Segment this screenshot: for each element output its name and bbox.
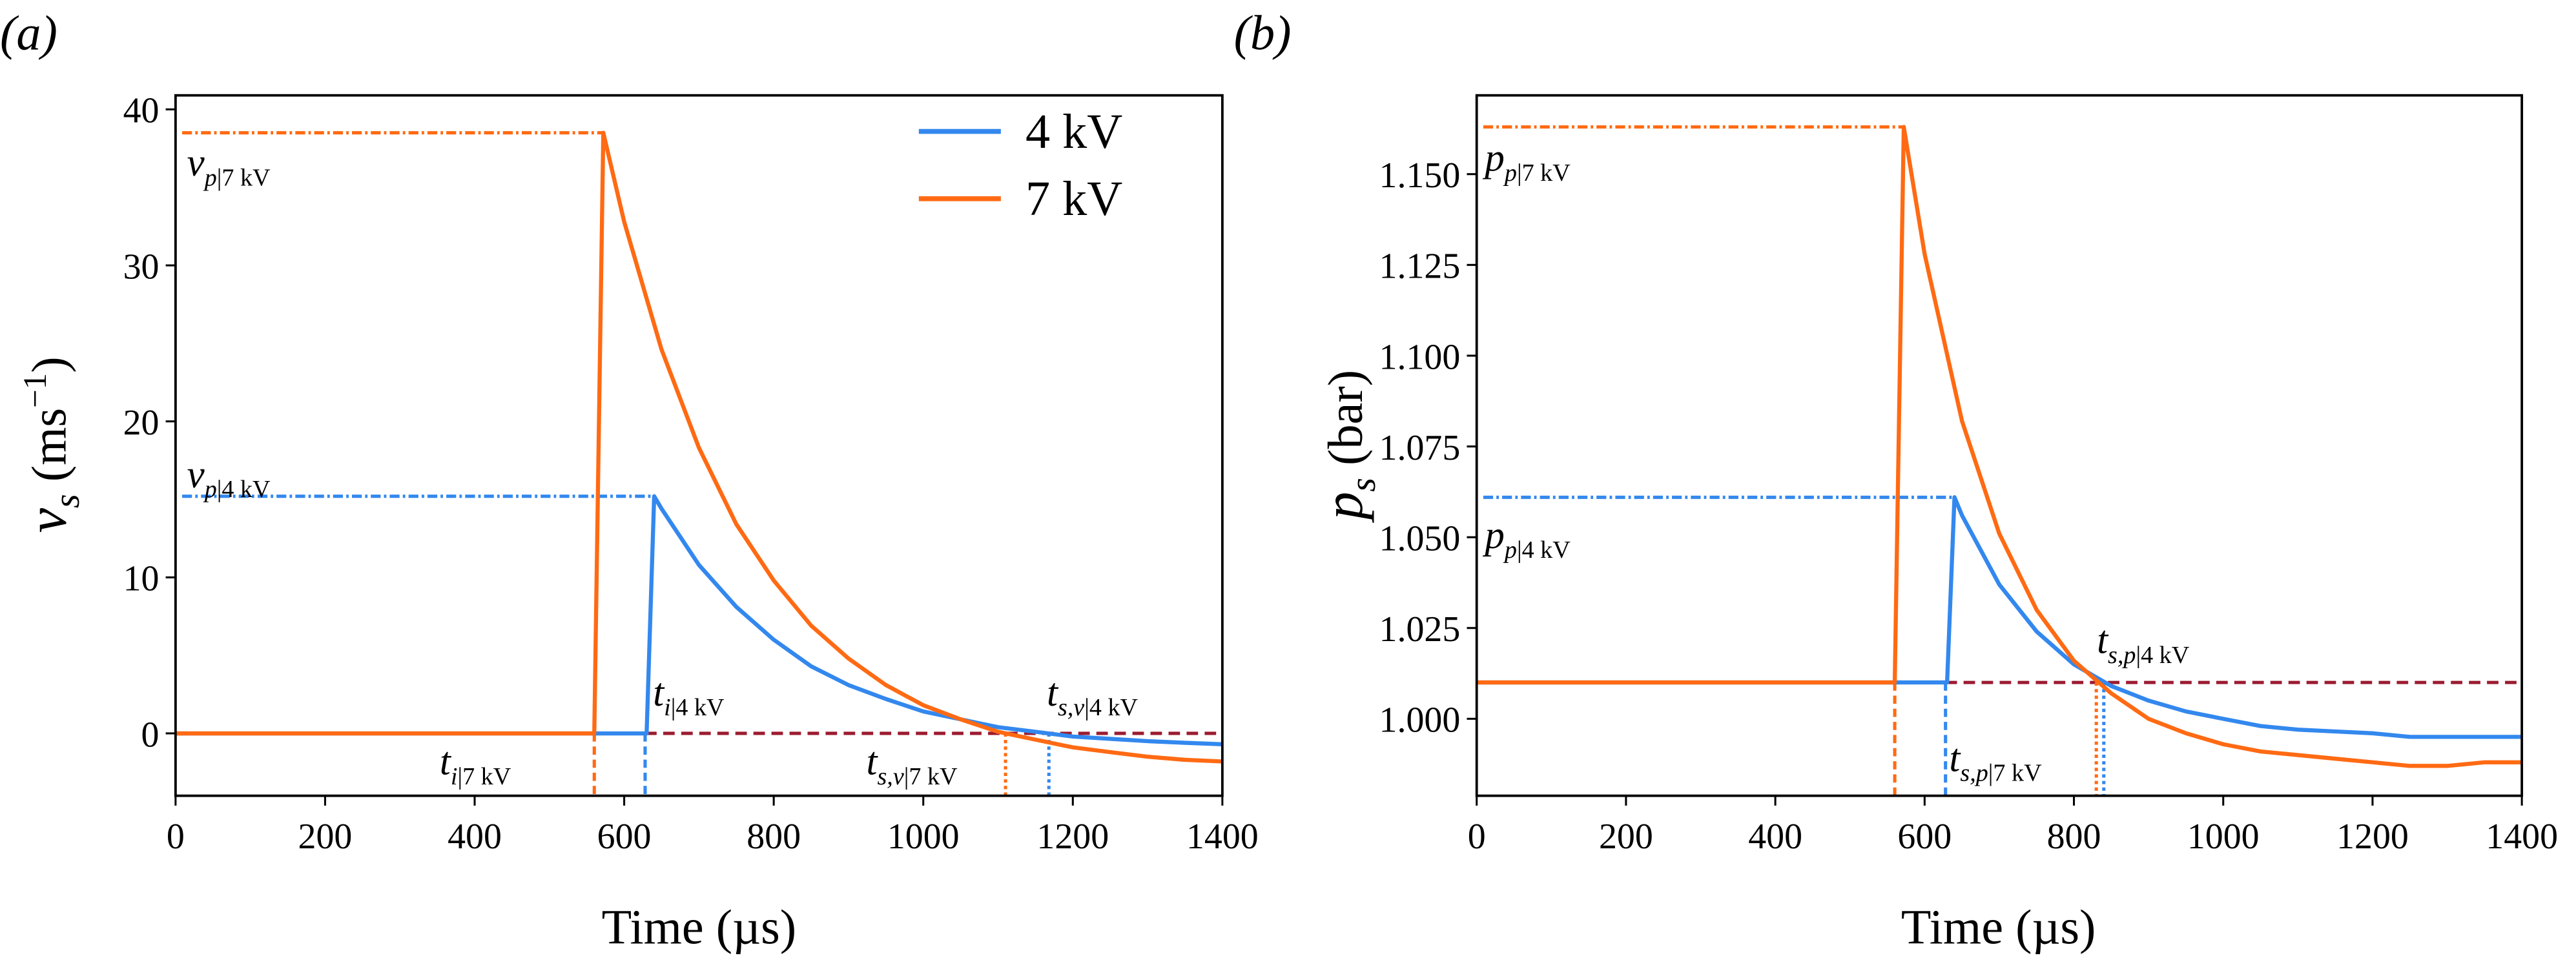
panel-b-ytick-label: 1.050 xyxy=(1379,518,1461,558)
panel-a-xlabel: Time (µs) xyxy=(602,900,797,954)
panel-a-ylabel: vs (ms−1) xyxy=(16,356,87,533)
panel-a-series-7kv xyxy=(175,130,1222,764)
annotation-tsp-4kv: ts,p|4 kV xyxy=(2097,619,2190,669)
panel-b-series-4kv xyxy=(1476,495,2522,739)
panel-a-axes-frame xyxy=(174,94,1224,797)
panel-a-plot-area xyxy=(175,130,1222,796)
annotation-tsp-7kv: ts,p|7 kV xyxy=(1949,737,2042,786)
panel-a-xtick-label: 200 xyxy=(298,817,353,857)
panel-b-xlabel: Time (µs) xyxy=(1901,900,2096,954)
panel-b-ytick-label: 1.125 xyxy=(1379,247,1461,287)
panel-b-ylabel: ps (bar) xyxy=(1312,370,1383,524)
annotation-tsv-7kv: ts,v|7 kV xyxy=(867,740,958,790)
panel-a-ytick-label: 30 xyxy=(123,247,160,287)
annotation-tsv-4kv: ts,v|4 kV xyxy=(1047,671,1139,721)
panel-b-ytick-label: 1.150 xyxy=(1379,156,1461,196)
panel-a: 0 200 400 600 800 1000 1200 1400 0 10 20 30 40 xyxy=(123,91,1259,857)
annotation-vp-7kv: vp|7 kV xyxy=(187,141,271,191)
panel-a-xtick-label: 600 xyxy=(597,817,652,857)
panel-b-xtick-label: 0 xyxy=(1468,817,1486,857)
panel-b-ytick-label: 1.075 xyxy=(1379,428,1461,468)
panel-b-xtick-label: 600 xyxy=(1897,817,1952,857)
panel-a-xtick-label: 1200 xyxy=(1036,817,1109,857)
panel-b-ytick-label: 1.025 xyxy=(1379,609,1461,649)
panel-b-xtick-label: 400 xyxy=(1748,817,1802,857)
legend: 4 kV 7 kV xyxy=(918,105,1122,226)
panel-b-axes-frame xyxy=(1475,94,2524,797)
panel-a-xtick-label: 400 xyxy=(448,817,502,857)
panel-b-xtick-label: 1200 xyxy=(2336,817,2409,857)
panel-b: 0 200 400 600 800 1000 1200 1400 1.000 1.025 1.050… xyxy=(1379,94,2558,857)
annotation-pp-7kv: pp|7 kV xyxy=(1482,137,1571,187)
legend-label-4kv: 4 kV xyxy=(1025,105,1122,159)
panel-b-ytick-label: 1.000 xyxy=(1379,700,1461,740)
panel-a-ytick-label: 20 xyxy=(123,403,160,443)
panel-b-xtick-label: 200 xyxy=(1599,817,1653,857)
panel-b-xtick-label: 800 xyxy=(2047,817,2101,857)
panel-a-ytick-label: 0 xyxy=(141,715,160,755)
panel-b-plot-area xyxy=(1476,125,2522,796)
panel-b-series-7kv xyxy=(1476,125,2522,768)
panel-b-label: (b) xyxy=(1234,6,1292,61)
panel-b-xtick-label: 1400 xyxy=(2486,817,2558,857)
panel-a-label: (a) xyxy=(0,6,57,61)
panel-b-ytick-label: 1.100 xyxy=(1379,337,1461,377)
panel-a-xtick-label: 0 xyxy=(167,817,185,857)
panel-a-xtick-label: 1000 xyxy=(887,817,960,857)
panel-a-ytick-label: 40 xyxy=(123,91,160,131)
annotation-pp-4kv: pp|4 kV xyxy=(1482,514,1571,564)
panel-a-series-4kv xyxy=(175,494,1222,746)
annotation-vp-4kv: vp|4 kV xyxy=(187,453,271,503)
panel-a-xtick-label: 1400 xyxy=(1186,817,1259,857)
panel-a-ytick-label: 10 xyxy=(123,559,160,599)
legend-label-7kv: 7 kV xyxy=(1025,172,1122,226)
panel-b-xtick-label: 1000 xyxy=(2187,817,2260,857)
panel-a-xtick-label: 800 xyxy=(747,817,801,857)
annotation-ti-7kv: ti|7 kV xyxy=(440,740,511,790)
annotation-ti-4kv: ti|4 kV xyxy=(653,671,725,721)
